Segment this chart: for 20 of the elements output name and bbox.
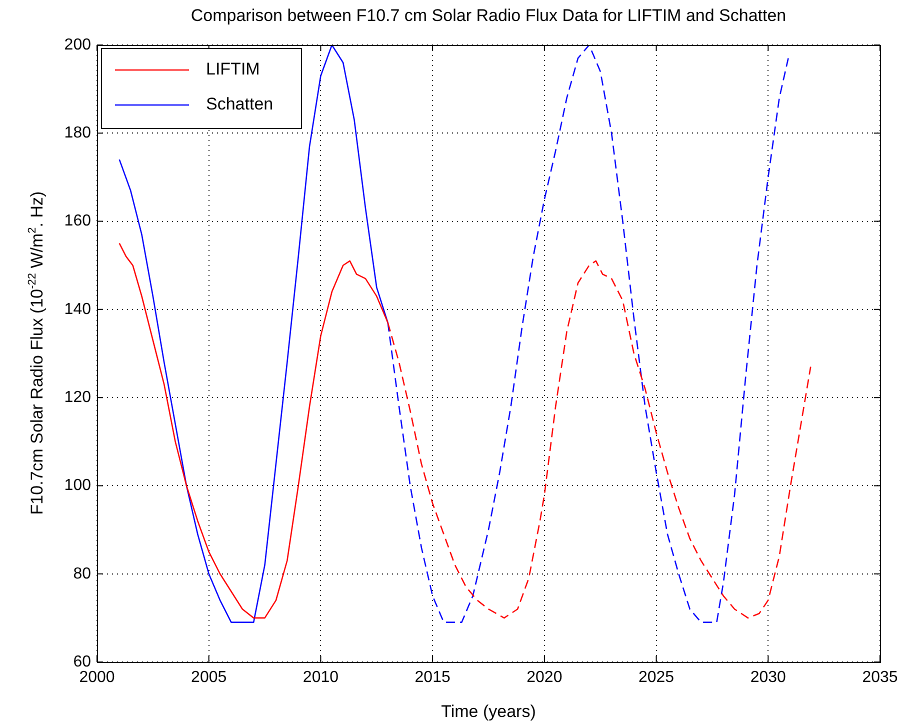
y-tick-label: 200 [64, 36, 92, 54]
x-tick-label: 2030 [750, 669, 786, 686]
x-tick-label: 2000 [79, 669, 115, 686]
legend-label: Schatten [206, 94, 274, 114]
y-tick-label: 180 [64, 124, 92, 142]
y-tick-label: 60 [73, 653, 92, 670]
x-tick-label: 2020 [526, 669, 562, 686]
y-tick-label: 100 [64, 477, 92, 494]
x-tick-label: 2035 [862, 669, 898, 686]
y-tick-label: 120 [64, 388, 92, 406]
x-axis-title: Time (years) [440, 702, 537, 722]
x-tick-label: 2015 [414, 669, 450, 686]
y-tick-label: 80 [73, 565, 92, 582]
x-tick-label: 2025 [638, 669, 674, 686]
chart-title: Comparison between F10.7 cm Solar Radio Flux Data for LIFTIM and Schatten [190, 6, 788, 26]
x-tick-label: 2005 [191, 669, 227, 686]
y-tick-label: 140 [64, 300, 92, 318]
y-tick-label: 160 [64, 212, 92, 230]
x-tick-label: 2010 [302, 669, 339, 686]
legend-label: LIFTIM [206, 60, 260, 79]
